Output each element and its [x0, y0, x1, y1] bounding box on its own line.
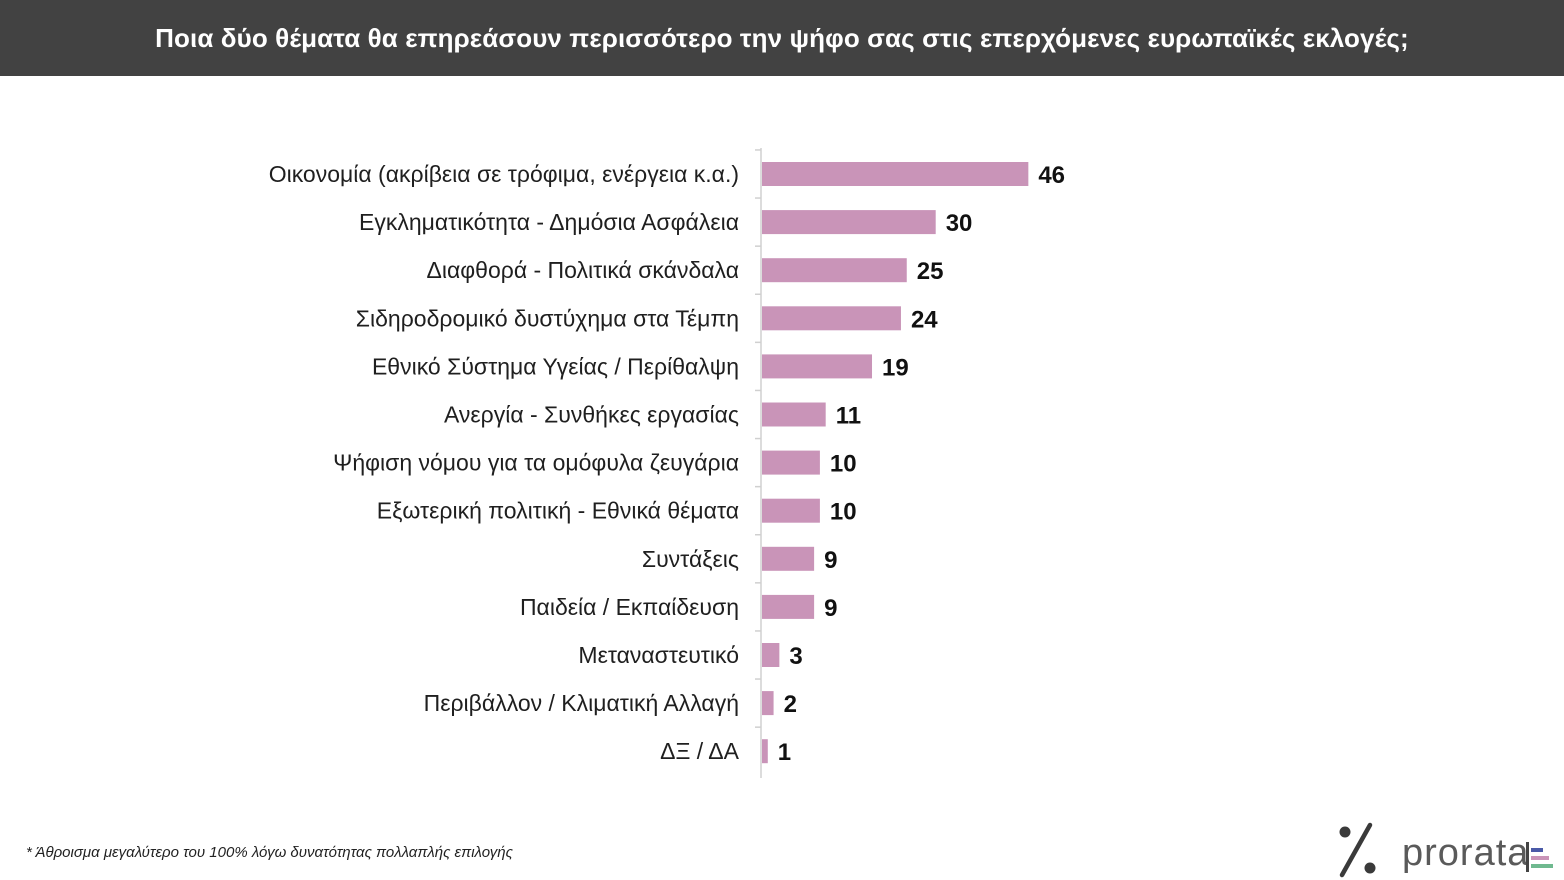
data-label: 25	[917, 258, 944, 285]
logo-wordmark: prorata	[1402, 832, 1530, 874]
footnote: * Άθροισμα μεγαλύτερο του 100% λόγω δυνα…	[26, 844, 513, 861]
logo-bars-icon	[1526, 842, 1553, 872]
bar	[762, 354, 873, 379]
category-label: Εγκληματικότητα - Δημόσια Ασφάλεια	[359, 209, 739, 235]
data-label: 1	[778, 739, 791, 766]
bar	[762, 258, 907, 283]
data-label: 10	[830, 499, 857, 526]
bar	[762, 643, 780, 667]
bar	[762, 306, 901, 331]
bar	[762, 546, 815, 571]
category-label: Συντάξεις	[642, 546, 739, 572]
data-label: 2	[784, 691, 797, 718]
category-label: Περιβάλλον / Κλιματική Αλλαγή	[424, 690, 739, 716]
category-label: Οικονομία (ακρίβεια σε τρόφιμα, ενέργεια…	[269, 161, 739, 187]
category-label: ΔΞ / ΔΑ	[660, 738, 740, 764]
bar	[762, 594, 815, 619]
category-label: Εξωτερική πολιτική - Εθνικά θέματα	[377, 498, 739, 524]
title-bar: Ποια δύο θέματα θα επηρεάσουν περισσότερ…	[0, 0, 1564, 76]
bar	[762, 498, 820, 523]
category-label: Μεταναστευτικό	[578, 642, 739, 668]
bar-chart: Οικονομία (ακρίβεια σε τρόφιμα, ενέργεια…	[269, 148, 1065, 778]
bar	[762, 162, 1029, 186]
bar	[762, 450, 820, 475]
data-label: 11	[836, 403, 861, 430]
bar	[762, 210, 936, 235]
category-label: Εθνικό Σύστημα Υγείας / Περίθαλψη	[372, 353, 739, 379]
category-label: Παιδεία / Εκπαίδευση	[520, 594, 739, 620]
category-label: Ανεργία - Συνθήκες εργασίας	[444, 402, 739, 428]
data-label: 3	[789, 643, 802, 670]
category-label: Διαφθορά - Πολιτικά σκάνδαλα	[426, 257, 739, 283]
data-label: 46	[1038, 162, 1065, 189]
data-label: 9	[824, 595, 837, 622]
data-label: 24	[911, 306, 938, 333]
data-label: 10	[830, 451, 857, 478]
bar	[762, 691, 774, 716]
data-label: 9	[824, 547, 837, 574]
prorata-logo: prorata	[1334, 820, 1564, 880]
bar	[762, 739, 768, 764]
data-label: 19	[882, 354, 909, 381]
category-label: Σιδηροδρομικό δυστύχημα στα Τέμπη	[356, 305, 739, 331]
bar	[762, 402, 826, 427]
percent-icon	[1339, 822, 1376, 878]
data-label: 30	[946, 210, 973, 237]
chart-title: Ποια δύο θέματα θα επηρεάσουν περισσότερ…	[155, 22, 1409, 53]
category-label: Ψήφιση νόμου για τα ομόφυλα ζευγάρια	[333, 450, 739, 476]
